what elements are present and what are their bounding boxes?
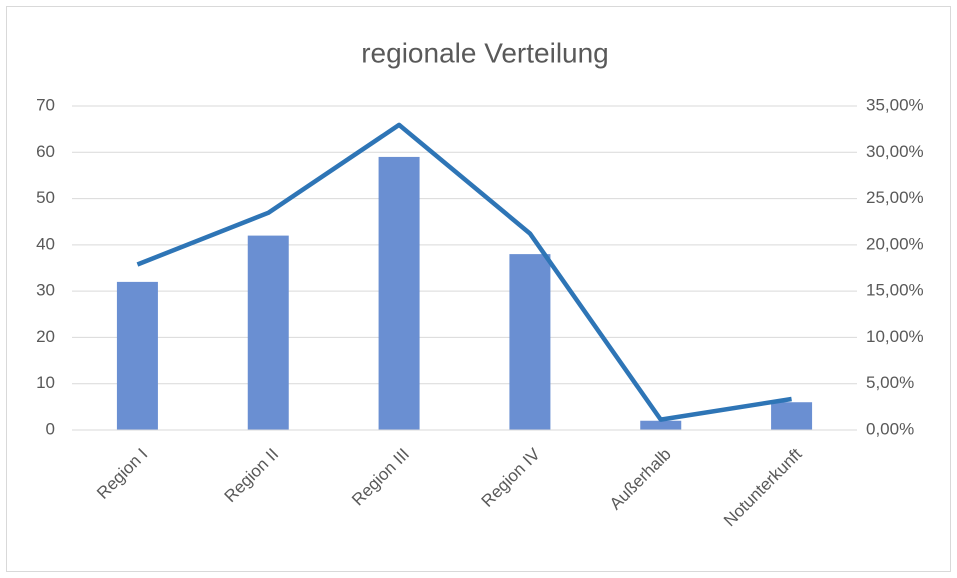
y2-tick-label: 30,00% bbox=[866, 142, 924, 161]
bar bbox=[640, 420, 682, 430]
y2-tick-label: 35,00% bbox=[866, 95, 924, 114]
y2-tick-label: 5,00% bbox=[866, 373, 914, 392]
bar bbox=[509, 254, 551, 430]
bar bbox=[771, 402, 813, 430]
bar bbox=[378, 156, 420, 430]
y2-tick-label: 15,00% bbox=[866, 281, 924, 300]
line bbox=[136, 122, 792, 422]
y-tick-label: 10 bbox=[36, 373, 55, 392]
y2-tick-label: 0,00% bbox=[866, 419, 914, 438]
y-tick-label: 50 bbox=[36, 188, 55, 207]
y-tick-label: 40 bbox=[36, 234, 55, 253]
bar bbox=[116, 281, 158, 430]
y-tick-label: 0 bbox=[46, 419, 55, 438]
y2-tick-label: 25,00% bbox=[866, 188, 924, 207]
y2-tick-label: 10,00% bbox=[866, 327, 924, 346]
y-tick-label: 30 bbox=[36, 281, 55, 300]
y-tick-label: 20 bbox=[36, 327, 55, 346]
chart-border bbox=[6, 6, 951, 572]
y-tick-label: 60 bbox=[36, 142, 55, 161]
chart-title: regionale Verteilung bbox=[361, 37, 609, 68]
y2-tick-label: 20,00% bbox=[866, 234, 924, 253]
bar bbox=[247, 235, 289, 430]
y-tick-label: 70 bbox=[36, 95, 55, 114]
